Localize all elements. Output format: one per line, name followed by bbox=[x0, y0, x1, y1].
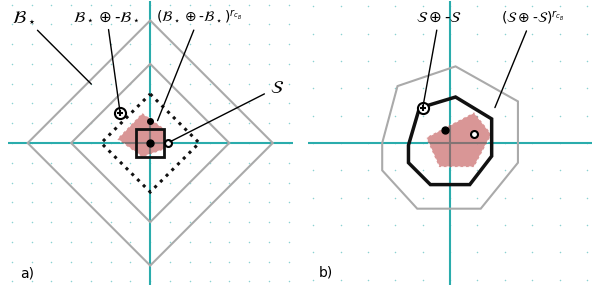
Text: $\mathcal{S}$: $\mathcal{S}$ bbox=[170, 79, 284, 142]
Text: $(\mathcal{B}_\star\oplus\text{-}\mathcal{B}_\star)^{r_{c_B}}$: $(\mathcal{B}_\star\oplus\text{-}\mathca… bbox=[156, 8, 242, 121]
Text: $\mathcal{S}\oplus\text{-}\mathcal{S}$: $\mathcal{S}\oplus\text{-}\mathcal{S}$ bbox=[416, 10, 462, 105]
Polygon shape bbox=[117, 113, 164, 157]
Polygon shape bbox=[426, 112, 491, 167]
Text: a): a) bbox=[20, 266, 34, 280]
Text: $\mathcal{B}_\star$: $\mathcal{B}_\star$ bbox=[11, 7, 91, 84]
Bar bbox=[136, 129, 164, 157]
Text: $\mathcal{B}_\star\oplus\text{-}\mathcal{B}_\star$: $\mathcal{B}_\star\oplus\text{-}\mathcal… bbox=[73, 9, 140, 110]
Text: b): b) bbox=[319, 265, 333, 279]
Text: $(\mathcal{S}\oplus\text{-}\mathcal{S})^{r_{c_B}}$: $(\mathcal{S}\oplus\text{-}\mathcal{S})^… bbox=[495, 9, 564, 108]
